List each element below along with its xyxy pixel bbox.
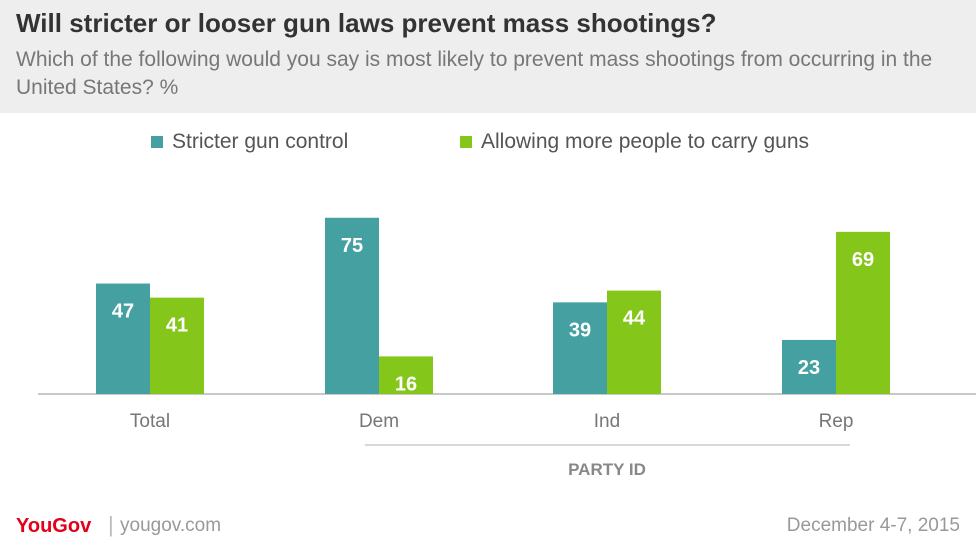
footer-separator: |	[108, 512, 114, 537]
data-label-allowing-more-people-to-carry-guns-total: 41	[166, 315, 188, 337]
legend-swatch-stricter	[151, 136, 163, 148]
x-tick-label-rep: Rep	[819, 411, 854, 432]
legend: Stricter gun control Allowing more peopl…	[0, 130, 976, 156]
bar-stricter-gun-control-rep	[782, 339, 836, 394]
data-label-stricter-gun-control-ind: 39	[569, 319, 591, 341]
x-tick-label-total: Total	[130, 411, 170, 432]
chart-subtitle: Which of the following would you say is …	[16, 48, 933, 99]
bar-stricter-gun-control-dem	[325, 217, 379, 394]
bar-allowing-more-people-to-carry-guns-ind	[607, 290, 661, 394]
bar-stricter-gun-control-ind	[553, 302, 607, 394]
legend-item-stricter: Stricter gun control	[151, 130, 348, 154]
data-label-allowing-more-people-to-carry-guns-rep: 69	[852, 249, 874, 271]
x-tick-label-ind: Ind	[594, 411, 620, 432]
data-label-stricter-gun-control-rep: 23	[798, 357, 820, 379]
bar-allowing-more-people-to-carry-guns-total	[150, 297, 204, 394]
chart-title: Will stricter or looser gun laws prevent…	[16, 8, 717, 38]
x-tick-label-dem: Dem	[359, 411, 399, 432]
bar-allowing-more-people-to-carry-guns-rep	[836, 231, 890, 394]
chart-header: Will stricter or looser gun laws prevent…	[0, 0, 976, 113]
data-label-allowing-more-people-to-carry-guns-dem: 16	[395, 373, 417, 395]
party-id-label: PARTY ID	[568, 460, 646, 479]
data-label-allowing-more-people-to-carry-guns-ind: 44	[623, 308, 646, 330]
bar-chart: 47 41 Total 75 16 Dem 39 44 Ind 23 69 Rep PARTY ID	[38, 217, 976, 479]
legend-label-allowing: Allowing more people to carry guns	[481, 130, 810, 153]
bar-stricter-gun-control-total	[96, 283, 150, 394]
data-label-stricter-gun-control-dem: 75	[341, 235, 363, 257]
legend-swatch-allowing	[460, 136, 472, 148]
bar-allowing-more-people-to-carry-guns-dem	[379, 356, 433, 394]
data-label-stricter-gun-control-total: 47	[112, 301, 134, 323]
legend-label-stricter: Stricter gun control	[172, 130, 349, 153]
yougov-logo: YouGov	[16, 515, 92, 537]
footer-date: December 4-7, 2015	[786, 515, 960, 536]
footer-url: yougov.com	[120, 515, 222, 536]
legend-item-allowing: Allowing more people to carry guns	[460, 130, 809, 154]
